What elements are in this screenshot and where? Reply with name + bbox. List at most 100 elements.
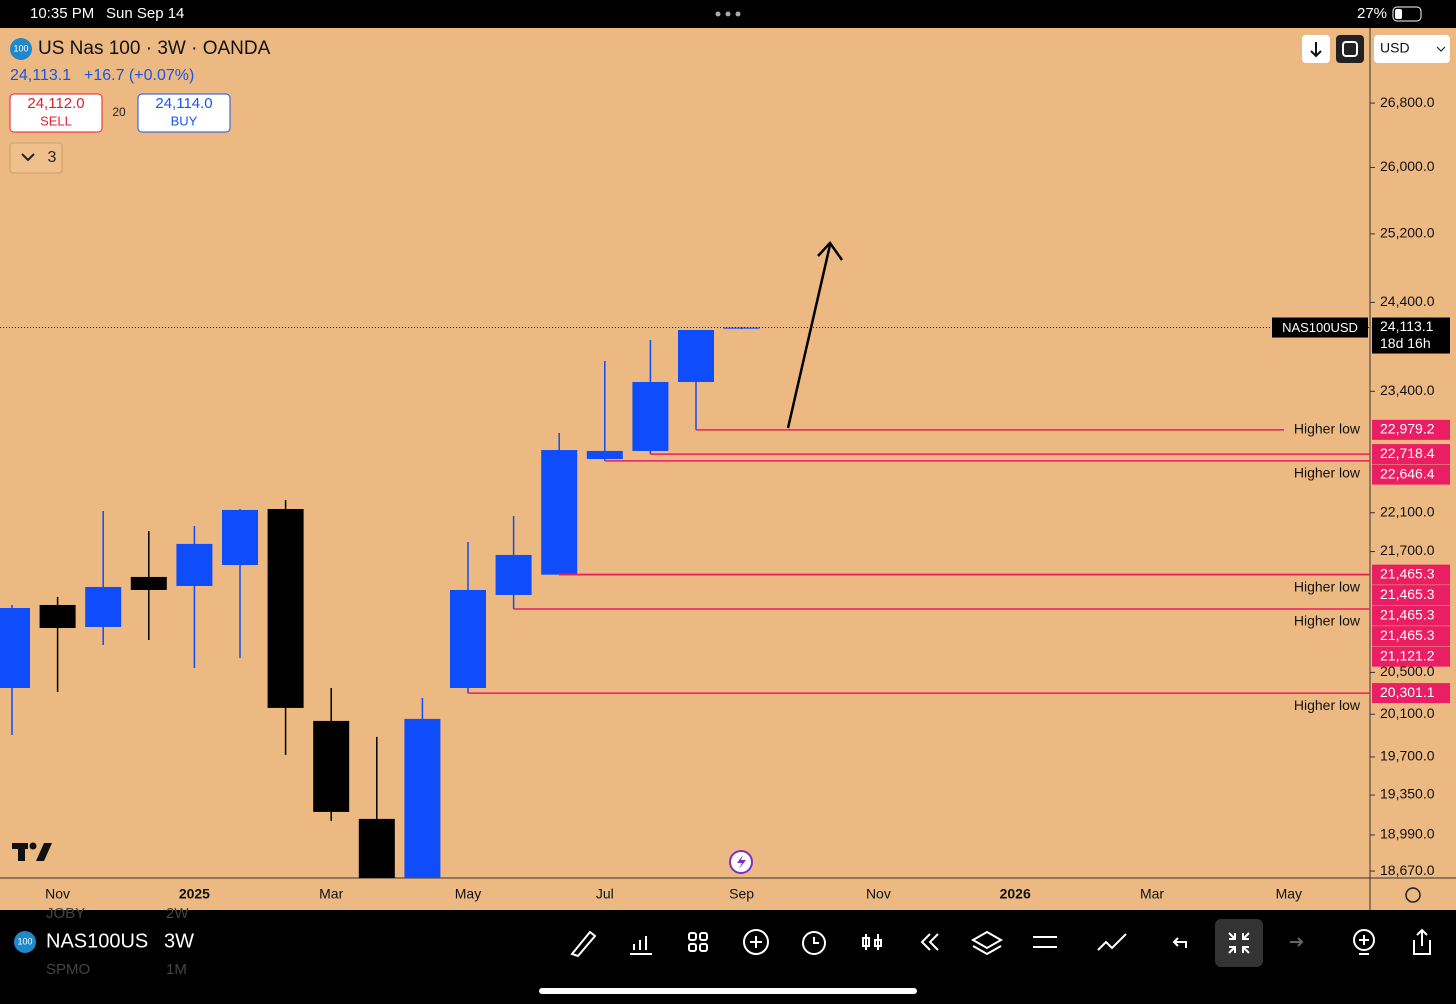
watchlist-interval: 1M: [166, 961, 187, 978]
add-tool[interactable]: [743, 929, 769, 955]
spread: 20: [112, 105, 126, 119]
watchlist-interval: 2W: [166, 905, 189, 922]
candle-body: [267, 508, 304, 708]
redo-tool[interactable]: [1290, 937, 1304, 947]
level-tag: [1372, 646, 1450, 667]
x-tick-label: 2025: [179, 886, 210, 902]
level-tag: [1372, 444, 1450, 465]
level-tag: [1372, 464, 1450, 485]
chart-type-tool[interactable]: [862, 934, 882, 950]
price-change: +16.7 (+0.07%): [84, 67, 194, 84]
candle-body: [0, 607, 30, 688]
y-tick-label: 19,350.0: [1380, 786, 1435, 802]
level-tag-text: 22,979.2: [1380, 421, 1435, 437]
exit-fullscreen-icon: [1228, 932, 1250, 954]
undo-tool[interactable]: [1172, 937, 1187, 948]
buy-price: 24,114.0: [155, 95, 212, 112]
battery-level: 27%: [1357, 5, 1387, 22]
trend-arrow[interactable]: [786, 241, 844, 429]
level-tag: [1372, 419, 1450, 440]
multitask-dots[interactable]: [715, 11, 741, 17]
x-tick-label: Nov: [866, 886, 891, 902]
level-tag: [1372, 626, 1450, 647]
x-tick-label: Mar: [319, 886, 343, 902]
candle-body: [358, 818, 395, 878]
buy-button[interactable]: 24,114.0 BUY: [137, 93, 231, 133]
candle-body: [495, 554, 532, 595]
level-note: Higher low: [1294, 613, 1361, 629]
symbol-logo-text: 100: [13, 43, 28, 53]
candle-body: [39, 604, 76, 628]
level-note: Higher low: [1294, 697, 1361, 713]
toolbar-interval[interactable]: 3W: [164, 930, 194, 952]
compare-tool[interactable]: [1097, 933, 1127, 951]
symbol-title[interactable]: US Nas 100 · 3W · OANDA: [38, 38, 271, 59]
last-price: 24,113.1: [10, 67, 71, 84]
events-bolt: [737, 855, 746, 869]
candle-body: [404, 718, 441, 878]
x-tick-label: Nov: [45, 886, 70, 902]
x-tick-label: Mar: [1140, 886, 1164, 902]
download-button[interactable]: [1302, 35, 1330, 63]
symbol-tag: [1272, 317, 1368, 338]
y-tick-label: 23,400.0: [1380, 382, 1435, 398]
y-tick-label: 21,700.0: [1380, 542, 1435, 558]
draw-tool[interactable]: [570, 930, 597, 958]
watchlist-symbol[interactable]: JOBY: [46, 905, 85, 922]
hint-tool[interactable]: [1353, 929, 1375, 955]
indicator-count: 3: [48, 149, 57, 166]
y-tick-label: 24,400.0: [1380, 293, 1435, 309]
plot: [0, 326, 1370, 878]
candle-body: [541, 450, 578, 575]
candle-body: [632, 381, 669, 451]
level-tag: [1372, 585, 1450, 606]
currency: USD: [1380, 40, 1410, 56]
axis-settings[interactable]: [1405, 887, 1421, 903]
exit-fullscreen[interactable]: [1215, 919, 1263, 967]
symbol-tag-text: NAS100USD: [1282, 320, 1358, 335]
y-tick-label: 20,500.0: [1380, 663, 1435, 679]
currency-select[interactable]: [1374, 35, 1450, 63]
level-tag-text: 21,121.2: [1380, 647, 1435, 663]
alert-tool[interactable]: [802, 931, 826, 955]
candle-body: [130, 576, 167, 590]
candle-body: [222, 509, 258, 565]
y-tick-label: 20,100.0: [1380, 705, 1435, 721]
toolbar-symbol[interactable]: NAS100US: [46, 930, 148, 952]
y-tick-label: 25,200.0: [1380, 225, 1435, 241]
settings-tool[interactable]: [1033, 936, 1057, 948]
indicators-toggle[interactable]: 3: [9, 142, 63, 174]
candle-body: [723, 327, 760, 329]
share-tool[interactable]: [1413, 928, 1431, 955]
level-note: Higher low: [1294, 578, 1361, 594]
watchlist-symbol[interactable]: SPMO: [46, 961, 90, 978]
candle-body: [586, 450, 623, 460]
candle-body: [678, 330, 714, 382]
y-tick-label: 22,100.0: [1380, 503, 1435, 519]
replay-tool[interactable]: [920, 933, 939, 951]
indicators-tool[interactable]: [630, 936, 652, 955]
symbol-logo: [10, 38, 32, 60]
battery-fill: [1395, 9, 1402, 19]
buy-label: BUY: [171, 113, 198, 128]
y-tick-label: 18,670.0: [1380, 862, 1435, 878]
y-tick-label: 18,990.0: [1380, 826, 1435, 842]
layout-tool[interactable]: [688, 932, 708, 952]
level-tag-text: 21,465.3: [1380, 627, 1435, 643]
candle-body: [450, 589, 486, 688]
level-tag: [1372, 683, 1450, 704]
fullscreen-button[interactable]: [1336, 35, 1364, 63]
price-tag: [1372, 317, 1450, 354]
level-note: Higher low: [1294, 465, 1361, 481]
battery-icon: [1392, 6, 1422, 22]
level-tag-text: 20,301.1: [1380, 684, 1435, 700]
date: Sun Sep 14: [106, 5, 184, 22]
x-tick-label: Jul: [596, 886, 614, 902]
layers-tool[interactable]: [970, 930, 1004, 956]
x-tick-label: May: [455, 886, 481, 902]
candle-body: [313, 720, 350, 812]
y-tick-label: 26,800.0: [1380, 94, 1435, 110]
candle-body: [85, 586, 122, 627]
sell-button[interactable]: 24,112.0 SELL: [9, 93, 103, 133]
